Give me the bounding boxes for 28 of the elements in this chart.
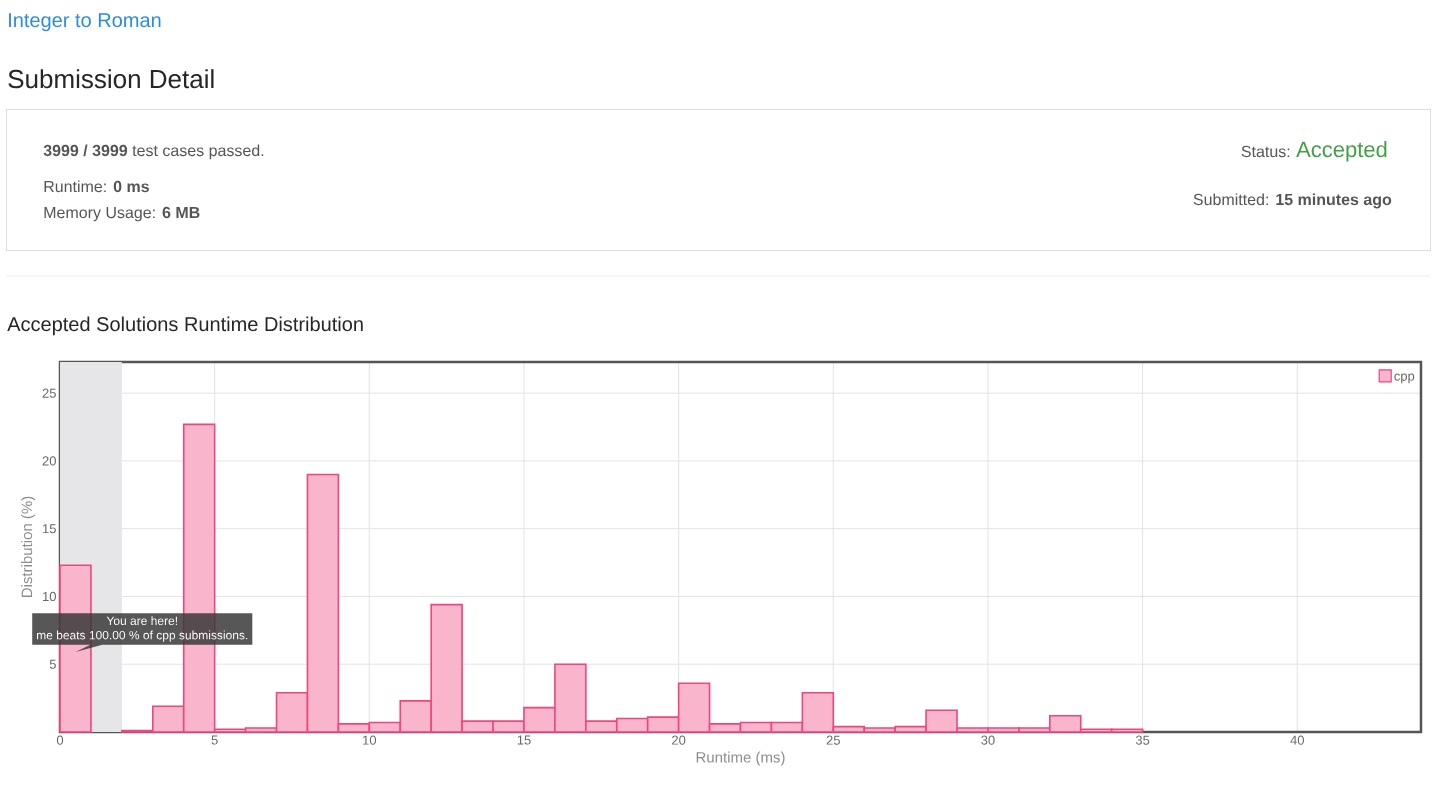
y-axis-title: Distribution (%) [21,496,36,598]
text: Accepted [1296,141,1387,162]
x-tick-label: 30 [981,735,995,745]
text: Memory Usage: 6 MB [44,206,200,222]
text: Integer to Roman [9,13,161,32]
text: Status: [1241,145,1290,158]
x-tick-label: 5 [211,735,218,745]
text: Runtime: 0 ms [44,180,149,193]
annotation: You are here! [106,616,177,626]
y-tick-label: 15 [43,524,56,534]
text: Submitted: 15 minutes ago [1193,193,1392,209]
chart-title: Accepted Solutions Runtime Distribution [7,316,363,336]
y-tick-label: 10 [43,591,56,602]
y-tick-label: 25 [42,388,56,398]
annotation: me beats 100.00 % of cpp submissions. [37,630,248,642]
x-tick-label: 25 [826,735,840,745]
text: 3999 / 3999 test cases passed. [43,144,264,160]
y-tick-label: 20 [42,456,56,466]
x-tick-label: 35 [1135,735,1150,745]
x-tick-label: 0 [56,735,64,745]
x-tick-label: 20 [672,735,686,745]
x-tick-label: 15 [517,735,531,745]
y-tick-label: 5 [49,659,56,669]
x-tick-label: 40 [1290,735,1304,745]
x-tick-label: 10 [363,735,377,745]
x-axis-title: Runtime (ms) [696,751,785,766]
legend-label: cpp [1394,373,1415,384]
text: Submission Detail [8,69,214,89]
